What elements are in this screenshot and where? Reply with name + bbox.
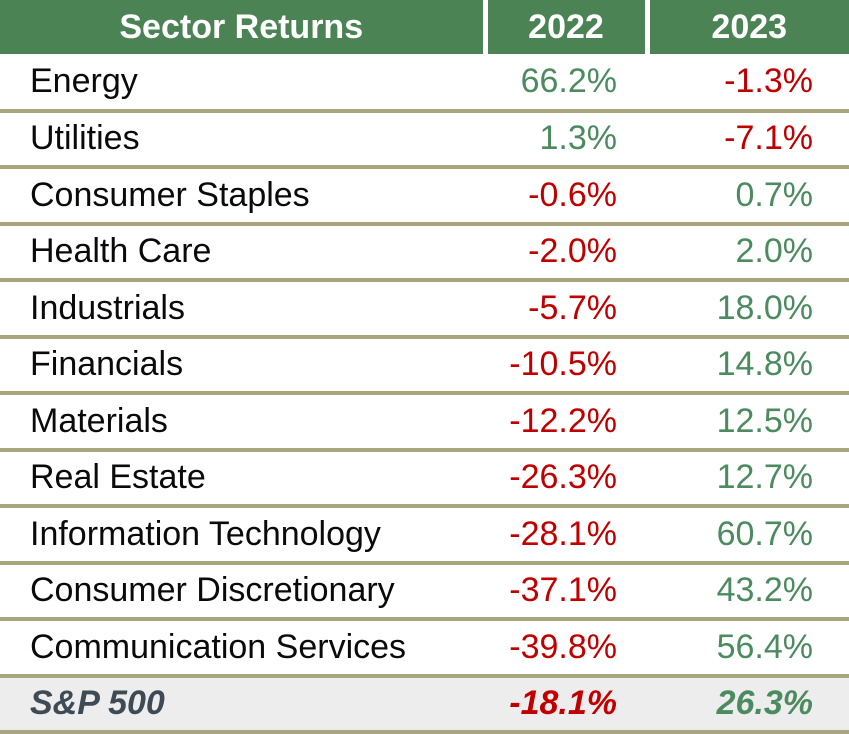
sector-label: Materials xyxy=(30,401,168,440)
sector-label: Energy xyxy=(30,61,138,100)
value-2023: 60.7% xyxy=(716,514,813,553)
total-row: S&P 500 -18.1% 26.3% xyxy=(0,675,849,732)
sector-row: Consumer Discretionary -37.1% 43.2% xyxy=(0,563,849,619)
value-2022: -10.5% xyxy=(509,345,617,384)
value-2023: 2.0% xyxy=(735,232,814,271)
value-2022: -37.1% xyxy=(509,571,617,610)
value-2022: 1.3% xyxy=(539,119,618,158)
sector-label: S&P 500 xyxy=(30,684,165,723)
value-2022: -0.6% xyxy=(528,175,617,214)
header-col-2023: 2023 xyxy=(644,0,849,54)
value-2023: -7.1% xyxy=(724,119,813,158)
value-2023: 14.8% xyxy=(716,345,813,384)
sector-label: Real Estate xyxy=(30,458,206,497)
value-2023: -1.3% xyxy=(724,61,813,100)
sector-label: Health Care xyxy=(30,232,212,271)
header-title: Sector Returns xyxy=(0,0,485,54)
sector-label: Utilities xyxy=(30,119,140,158)
value-2022: -39.8% xyxy=(509,627,617,666)
value-2023: 26.3% xyxy=(716,684,813,723)
table-header: Sector Returns 2022 2023 xyxy=(0,0,849,54)
value-2022: -26.3% xyxy=(509,458,617,497)
value-2023: 18.0% xyxy=(716,288,813,327)
sector-label: Industrials xyxy=(30,288,185,327)
sector-label: Consumer Staples xyxy=(30,175,310,214)
sector-label: Financials xyxy=(30,345,184,384)
sector-row: Communication Services -39.8% 56.4% xyxy=(0,619,849,676)
value-2022: 66.2% xyxy=(520,61,617,100)
sector-row: Consumer Staples -0.6% 0.7% xyxy=(0,167,849,224)
sector-row: Financials -10.5% 14.8% xyxy=(0,337,849,393)
sector-label: Consumer Discretionary xyxy=(30,571,395,610)
header-row: Sector Returns 2022 2023 xyxy=(0,0,849,54)
sector-row: Real Estate -26.3% 12.7% xyxy=(0,450,849,506)
value-2022: -28.1% xyxy=(509,514,617,553)
sector-row: Materials -12.2% 12.5% xyxy=(0,393,849,450)
value-2023: 43.2% xyxy=(716,571,813,610)
value-2023: 12.5% xyxy=(716,401,813,440)
value-2022: -18.1% xyxy=(509,684,617,723)
sector-row: Utilities 1.3% -7.1% xyxy=(0,111,849,167)
sector-row: Industrials -5.7% 18.0% xyxy=(0,280,849,337)
value-2023: 0.7% xyxy=(735,175,814,214)
value-2023: 56.4% xyxy=(716,627,813,666)
value-2022: -2.0% xyxy=(528,232,617,271)
header-col-2022: 2022 xyxy=(482,0,647,54)
sector-table-body: Energy 66.2% -1.3% Utilities 1.3% -7.1% Consum… xyxy=(0,54,849,732)
value-2022: -12.2% xyxy=(509,401,617,440)
sector-label: Information Technology xyxy=(30,514,381,553)
value-2023: 12.7% xyxy=(716,458,813,497)
sector-row: Information Technology -28.1% 60.7% xyxy=(0,506,849,563)
value-2022: -5.7% xyxy=(528,288,617,327)
sector-row: Health Care -2.0% 2.0% xyxy=(0,224,849,280)
sector-label: Communication Services xyxy=(30,627,407,666)
sector-row: Energy 66.2% -1.3% xyxy=(0,54,849,111)
